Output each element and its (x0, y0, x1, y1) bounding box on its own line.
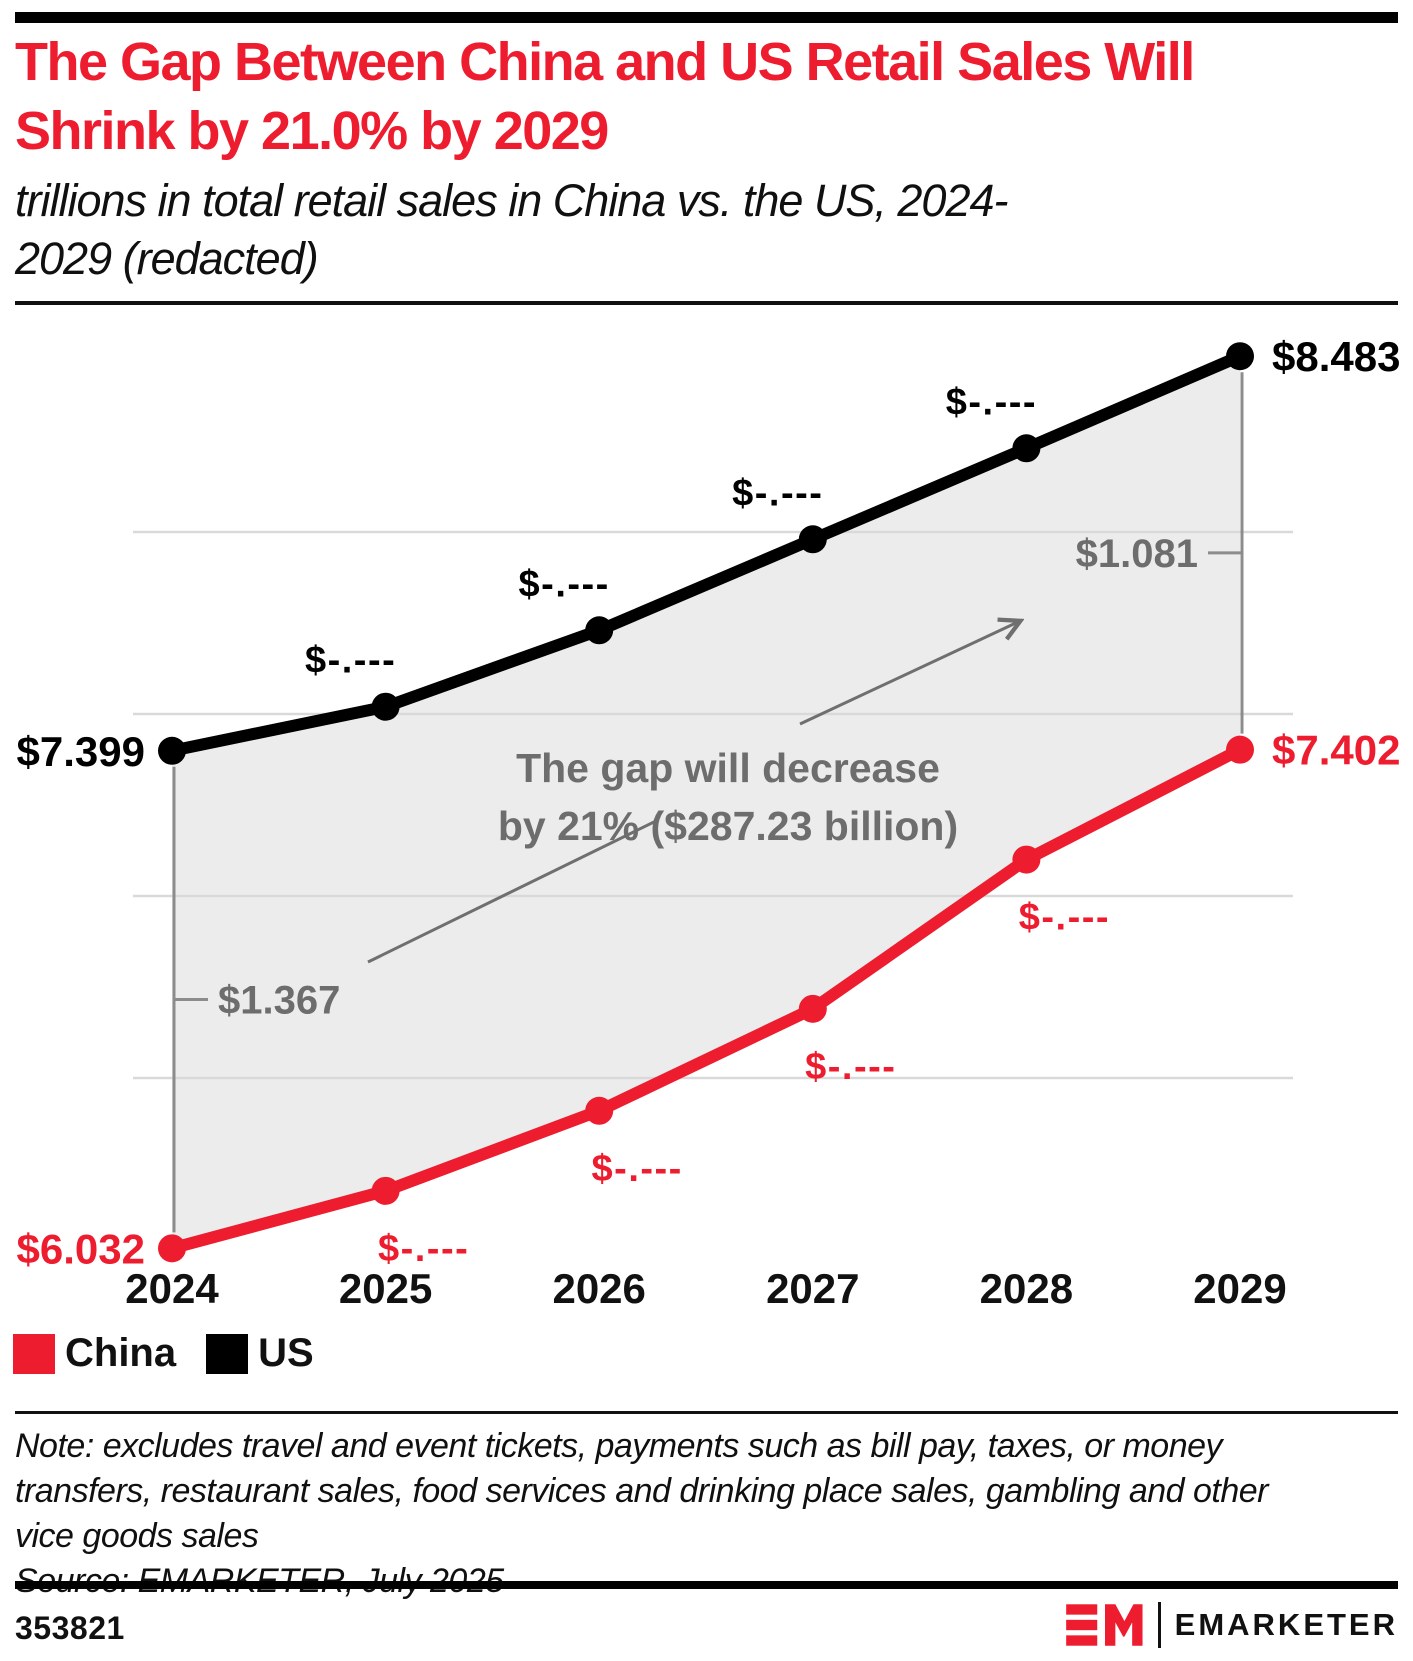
china-data-point (371, 1176, 400, 1205)
china-data-point (1012, 845, 1041, 874)
legend-item-china: China (13, 1331, 176, 1376)
us-data-point (1226, 342, 1254, 371)
note-line: transfers, restaurant sales, food servic… (15, 1472, 1268, 1510)
emarketer-wordmark: EMARKETER (1174, 1607, 1398, 1642)
china-value-label: $-.--- (592, 1148, 683, 1190)
emarketer-logo-icon (1065, 1604, 1143, 1646)
x-axis-label: 2025 (339, 1265, 432, 1312)
header-divider (15, 301, 1398, 305)
chart-id: 353821 (15, 1610, 125, 1646)
annotation-text: by 21% ($287.23 billion) (498, 803, 958, 849)
china-data-point (798, 994, 827, 1023)
china-line (166, 743, 1246, 1255)
us-data-point (1012, 434, 1041, 463)
annotation-arrow (799, 622, 1018, 726)
annotation-line (367, 818, 659, 964)
x-axis-label: 2027 (766, 1265, 859, 1312)
chart-title: The Gap Between China and US Retail Sale… (15, 32, 1195, 161)
gap-label: $1.081 (1076, 532, 1198, 576)
note-line: vice goods sales (15, 1517, 259, 1555)
china-value-label: $-.--- (805, 1046, 896, 1088)
us-value-label: $-.--- (946, 381, 1037, 423)
logo-divider (1157, 1602, 1161, 1648)
x-axis-label: 2026 (552, 1265, 645, 1312)
legend: China US (13, 1331, 344, 1376)
china-swatch (13, 1333, 55, 1374)
emarketer-logo: EMARKETER (1065, 1601, 1398, 1649)
us-value-label: $-.--- (305, 640, 396, 682)
us-value-label: $-.--- (519, 563, 610, 605)
us-value-label: $-.--- (732, 472, 823, 514)
top-accent-bar (15, 12, 1398, 23)
us-data-point (798, 525, 827, 554)
us-value-label: $7.399 (17, 728, 145, 775)
legend-label-us: US (258, 1331, 314, 1375)
note-block: Note: excludes travel and event tickets,… (15, 1424, 1405, 1604)
note-divider (15, 1411, 1398, 1414)
china-value-label: $-.--- (378, 1228, 469, 1270)
china-data-point (158, 1234, 186, 1263)
china-data-point (585, 1096, 614, 1125)
chart-subtitle-line: trillions in total retail sales in China… (15, 175, 1009, 226)
us-data-point (371, 692, 400, 721)
us-value-label: $8.483 (1272, 333, 1400, 380)
us-line (166, 350, 1246, 757)
us-data-point (585, 616, 614, 645)
china-value-label: $7.402 (1272, 727, 1400, 774)
legend-label-china: China (65, 1331, 177, 1375)
chart-subtitle: trillions in total retail sales in China… (15, 172, 1405, 288)
x-axis-label: 2028 (980, 1265, 1073, 1312)
us-swatch (206, 1333, 249, 1374)
chart-subtitle-line: 2029 (redacted) (15, 233, 319, 284)
gap-label: $1.367 (218, 979, 340, 1023)
gap-band (172, 356, 1240, 1249)
note-line: Note: excludes travel and event tickets,… (15, 1427, 1223, 1465)
x-axis-label: 2024 (125, 1265, 219, 1312)
x-axis-label: 2029 (1193, 1265, 1286, 1312)
china-value-label: $-.--- (1019, 897, 1110, 939)
china-data-point (1226, 735, 1254, 764)
legend-item-us: US (206, 1331, 314, 1376)
annotation-text: The gap will decrease (516, 745, 940, 791)
footer-divider (15, 1581, 1398, 1589)
us-data-point (158, 736, 186, 765)
china-value-label: $6.032 (17, 1225, 145, 1272)
